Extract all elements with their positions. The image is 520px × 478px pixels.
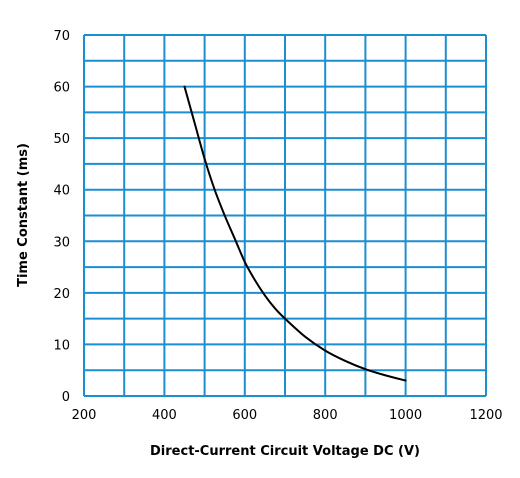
x-tick-label: 1200 — [469, 408, 502, 423]
series — [183, 85, 407, 382]
x-axis-title: Direct-Current Circuit Voltage DC (V) — [150, 444, 420, 459]
x-tick-label: 600 — [232, 408, 257, 423]
x-tick-label: 400 — [152, 408, 177, 423]
y-tick-label: 10 — [53, 338, 70, 353]
y-tick-label: 20 — [53, 287, 70, 302]
y-tick-label: 70 — [53, 29, 70, 44]
x-tick-labels: 200 400 600 800 1000 1200 — [72, 408, 503, 423]
y-tick-label: 60 — [53, 81, 70, 96]
y-tick-label: 50 — [53, 132, 70, 147]
y-tick-label: 0 — [62, 390, 70, 405]
y-axis-title: Time Constant (ms) — [16, 143, 31, 287]
x-tick-label: 800 — [313, 408, 338, 423]
y-tick-label: 40 — [53, 184, 70, 199]
series-line — [183, 85, 407, 382]
x-tick-label: 200 — [72, 408, 97, 423]
y-tick-label: 30 — [53, 235, 70, 250]
y-tick-labels: 0 10 20 30 40 50 60 70 — [53, 29, 70, 405]
x-tick-label: 1000 — [389, 408, 422, 423]
